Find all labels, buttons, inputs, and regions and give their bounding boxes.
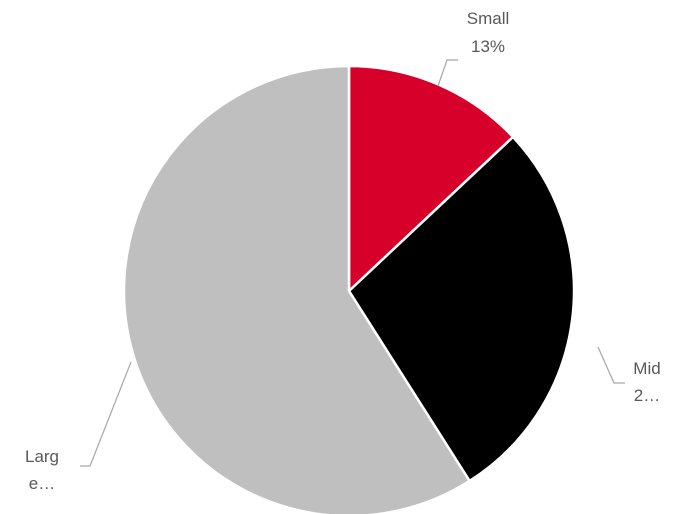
data-label-large-name: Larg	[25, 447, 59, 466]
pie-slices	[122, 64, 576, 514]
data-label-small-value: 13%	[471, 37, 505, 56]
data-label-small-name: Small	[467, 9, 510, 28]
leader-line-mid	[597, 346, 625, 384]
data-labels: Small 13% Mid 2… Larg e…	[25, 9, 661, 493]
pie-slice-large	[122, 64, 472, 514]
leader-line-large	[80, 361, 132, 467]
leader-line-small	[437, 59, 458, 87]
data-label-mid-value: 2…	[634, 386, 660, 405]
data-label-large-value: e…	[29, 474, 55, 493]
pie-slice-mid	[347, 135, 576, 483]
data-label-mid-name: Mid	[633, 359, 660, 378]
leader-lines	[80, 59, 625, 467]
